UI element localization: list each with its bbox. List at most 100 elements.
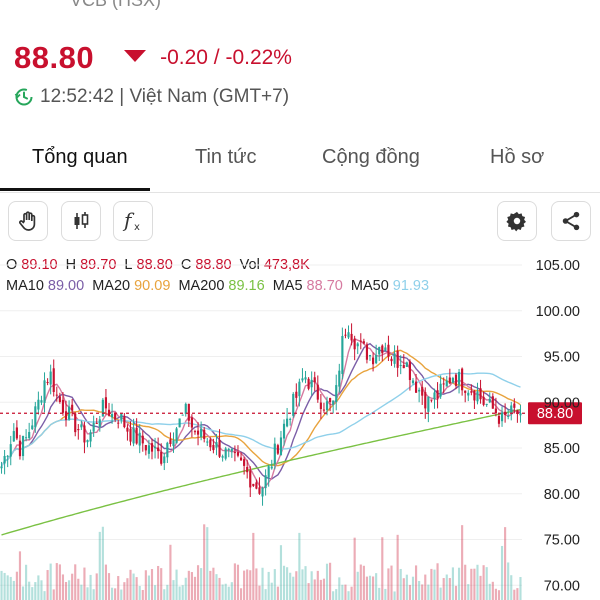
tab-profile[interactable]: Hồ sơ bbox=[490, 146, 545, 168]
ma50-value: 91.93 bbox=[392, 278, 430, 294]
candle-body bbox=[457, 371, 461, 385]
candle-body bbox=[160, 451, 163, 464]
candle-body bbox=[292, 393, 295, 416]
price-chart[interactable]: 88.80 105.00 100.00 95.00 90.00 85.00 80.00 75… bbox=[0, 245, 600, 600]
candle-body bbox=[356, 343, 359, 347]
volume-bar bbox=[341, 584, 344, 600]
y-tick-label: 75.00 bbox=[544, 533, 580, 549]
hand-tool-button[interactable] bbox=[8, 201, 48, 241]
candle-body bbox=[233, 452, 236, 454]
volume-bar bbox=[329, 562, 332, 600]
volume-bar bbox=[95, 573, 98, 600]
volume-bar bbox=[433, 569, 436, 600]
candle-body bbox=[387, 344, 390, 357]
ma10-label: MA10 bbox=[6, 278, 44, 294]
volume-bar bbox=[107, 573, 111, 600]
volume-bar bbox=[181, 585, 184, 600]
candle-body bbox=[49, 371, 52, 385]
candle-body bbox=[479, 388, 482, 400]
volume-bar bbox=[372, 576, 375, 600]
volume-bar bbox=[476, 564, 479, 600]
candle-body bbox=[414, 381, 418, 393]
candle-body bbox=[77, 429, 80, 431]
volume-bar bbox=[203, 524, 206, 600]
volume-bar bbox=[184, 577, 187, 600]
candle-body bbox=[282, 423, 286, 439]
candle-body bbox=[89, 432, 92, 442]
y-tick-label: 95.00 bbox=[544, 350, 580, 366]
hand-icon bbox=[19, 211, 36, 231]
candle-body bbox=[52, 368, 55, 392]
volume-bar bbox=[325, 563, 329, 600]
candle-body bbox=[411, 380, 415, 384]
tab-overview[interactable]: Tổng quan bbox=[32, 146, 128, 168]
volume-bar bbox=[457, 567, 461, 600]
candle-body bbox=[43, 380, 46, 403]
candle-body bbox=[365, 344, 369, 360]
volume-bar bbox=[25, 564, 28, 600]
candle-body bbox=[338, 370, 341, 387]
volume-bar bbox=[221, 584, 224, 600]
chart-type-button[interactable] bbox=[61, 201, 101, 241]
candle-body bbox=[21, 435, 25, 457]
candle-body bbox=[236, 452, 240, 456]
volume-bar bbox=[89, 574, 92, 600]
candle-body bbox=[74, 413, 77, 433]
candle-body bbox=[172, 440, 175, 446]
y-tick-label: 70.00 bbox=[544, 578, 580, 594]
volume-bar bbox=[454, 585, 458, 600]
volume-bar bbox=[368, 575, 372, 600]
volume-bar bbox=[292, 576, 295, 600]
price-change: -0.20 / -0.22% bbox=[160, 46, 292, 69]
candle-body bbox=[104, 397, 108, 409]
last-price-badge bbox=[528, 402, 582, 425]
tab-news[interactable]: Tin tức bbox=[195, 146, 257, 168]
volume-bar bbox=[230, 582, 233, 600]
y-tick-label: 105.00 bbox=[536, 258, 580, 274]
volume-bar bbox=[55, 563, 58, 600]
volume-bar bbox=[18, 551, 22, 600]
volume-bar bbox=[362, 565, 365, 600]
down-arrow-icon bbox=[124, 50, 147, 62]
candle-body bbox=[239, 457, 243, 461]
volume-bar bbox=[439, 587, 442, 600]
candle-body bbox=[507, 415, 510, 417]
volume-bar bbox=[187, 570, 190, 600]
volume-bar bbox=[3, 572, 6, 600]
candle-body bbox=[279, 437, 283, 456]
tab-community[interactable]: Cộng đồng bbox=[322, 146, 420, 168]
symbol-label: VCB (HSX) bbox=[70, 0, 162, 10]
candle-body bbox=[264, 475, 267, 489]
indicator-button[interactable]: f x bbox=[113, 201, 153, 241]
candle-body bbox=[209, 439, 212, 448]
volume-bar bbox=[430, 568, 433, 600]
candlesticks bbox=[0, 323, 522, 506]
time-row: 12:52:42 | Việt Nam (GMT+7) bbox=[14, 84, 289, 110]
candle-body bbox=[381, 345, 384, 354]
candle-body bbox=[350, 333, 353, 341]
volume-bars bbox=[0, 524, 522, 600]
volume-bar bbox=[193, 576, 197, 600]
candle-body bbox=[258, 487, 261, 494]
candle-body bbox=[313, 377, 316, 383]
settings-button[interactable] bbox=[497, 201, 537, 241]
volume-bar bbox=[9, 576, 12, 600]
candle-body bbox=[252, 483, 255, 486]
share-button[interactable] bbox=[551, 201, 591, 241]
volume-bar bbox=[138, 585, 141, 600]
volume-bar bbox=[359, 564, 362, 600]
ma20-line bbox=[0, 349, 521, 467]
candle-body bbox=[190, 417, 193, 428]
candle-body bbox=[147, 445, 150, 454]
volume-bar bbox=[6, 575, 9, 600]
volume-bar bbox=[289, 572, 292, 600]
candle-body bbox=[316, 384, 319, 400]
candle-body bbox=[227, 448, 230, 450]
candle-body bbox=[25, 437, 28, 439]
candle-body bbox=[181, 414, 184, 416]
volume-bar bbox=[322, 578, 326, 600]
ma10-line bbox=[0, 342, 521, 480]
candle-body bbox=[375, 355, 378, 364]
volume-bar bbox=[64, 581, 68, 600]
candle-body bbox=[344, 334, 347, 336]
